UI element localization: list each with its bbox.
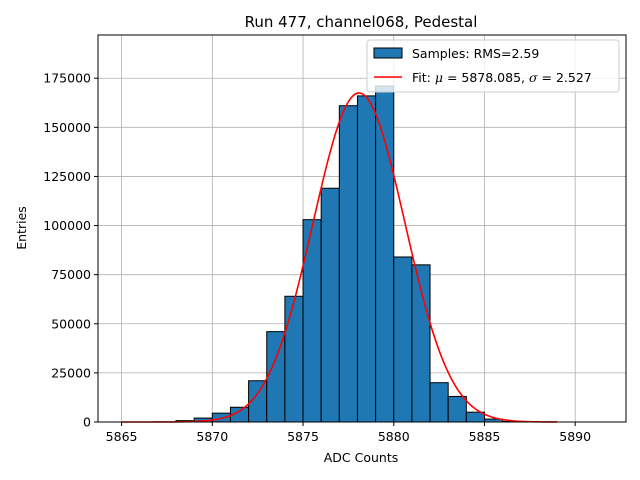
legend-fit-label: Fit: μ = 5878.085, σ = 2.527 (412, 70, 592, 85)
chart-title: Run 477, channel068, Pedestal (245, 13, 478, 31)
histogram-bar (393, 256, 413, 423)
histogram-bar (302, 219, 322, 423)
y-tick-label: 125000 (43, 169, 91, 184)
x-tick-label: 5890 (559, 429, 591, 444)
axes-frame (97, 34, 627, 423)
y-tick-label: 75000 (51, 267, 91, 282)
y-axis-label: Entries (14, 206, 29, 250)
histogram-bar (447, 395, 467, 423)
y-tick-label: 0 (83, 415, 91, 430)
legend-box (366, 39, 620, 93)
y-tick-label: 175000 (43, 71, 91, 86)
x-tick-label: 5870 (196, 429, 228, 444)
fit-curve (121, 92, 558, 423)
histogram-bar (266, 331, 286, 423)
plot-frame (97, 34, 627, 423)
x-axis-label: ADC Counts (324, 450, 399, 465)
y-tick-label: 150000 (43, 120, 91, 135)
x-axis-ticks: 5865 5870 5875 5880 5885 5890 (106, 422, 591, 444)
histogram-bar (429, 382, 449, 423)
histogram-bar (284, 295, 304, 423)
x-tick-label: 5880 (378, 429, 410, 444)
histogram-bar (356, 95, 377, 423)
histogram-bar (320, 187, 340, 423)
y-tick-label: 100000 (43, 218, 91, 233)
x-tick-label: 5865 (106, 429, 138, 444)
legend-samples-swatch (373, 47, 403, 59)
histogram-bar (338, 105, 358, 423)
y-axis-ticks: 0 25000 50000 75000 100000 125000 150000 175000 (43, 71, 98, 430)
x-tick-label: 5875 (287, 429, 319, 444)
legend: Samples: RMS=2.59 Fit: μ = 5878.085, σ =… (366, 39, 620, 93)
y-tick-label: 25000 (51, 365, 91, 380)
x-tick-label: 5885 (469, 429, 501, 444)
histogram-bar (375, 85, 395, 423)
y-tick-label: 50000 (51, 316, 91, 331)
histogram-bars (175, 85, 522, 423)
legend-samples-label: Samples: RMS=2.59 (412, 46, 539, 61)
